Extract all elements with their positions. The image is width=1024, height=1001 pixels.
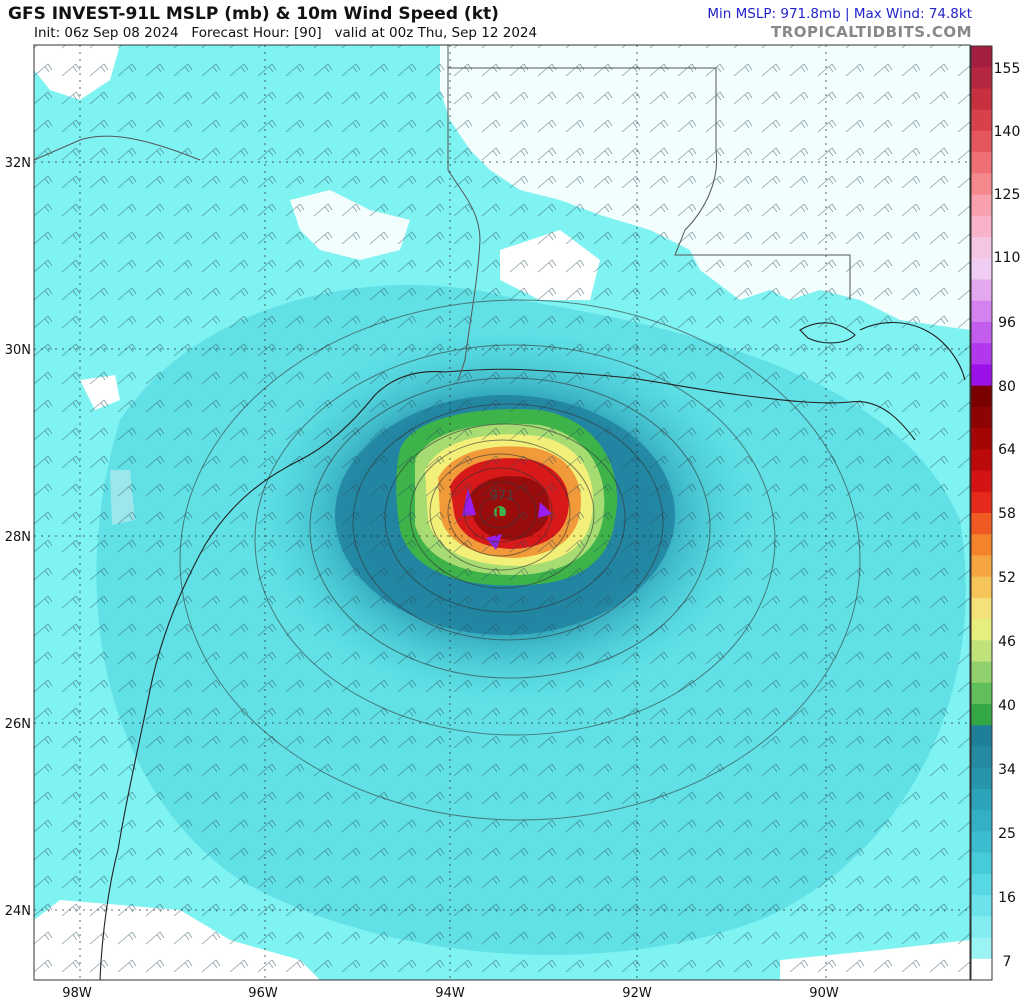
init-time: Init: 06z Sep 08 2024	[34, 25, 179, 41]
graticule	[34, 45, 970, 980]
colorbar-segment	[971, 364, 992, 387]
lon-tick: 90W	[809, 986, 839, 1001]
colorbar-segment	[971, 258, 992, 280]
colorbar-segment	[971, 958, 992, 981]
lat-tick: 30N	[5, 343, 31, 358]
colorbar-segment	[971, 746, 992, 769]
brand-watermark: TROPICALTIDBITS.COM	[771, 23, 972, 41]
low-pressure-symbol: L	[496, 506, 505, 522]
colorbar-segment	[971, 534, 992, 556]
state-borders	[34, 45, 851, 381]
colorbar-segment	[971, 406, 992, 429]
map-field: 971 L	[34, 45, 970, 980]
colorbar-segment	[971, 215, 992, 238]
lat-tick: 28N	[5, 530, 31, 545]
colorbar-segment	[971, 449, 992, 472]
colorbar-segment	[971, 321, 992, 344]
lon-tick: 94W	[435, 986, 465, 1001]
colorbar-segment	[971, 343, 992, 365]
wind-barbs	[34, 45, 970, 980]
lat-tick: 24N	[5, 904, 31, 919]
colorbar-segment	[971, 661, 992, 684]
colorbar-segment	[971, 555, 992, 578]
colorbar-segment	[971, 194, 992, 217]
colorbar-label: 34	[998, 762, 1016, 778]
colorbar-segment	[971, 619, 992, 641]
isobars	[179, 299, 861, 821]
colorbar-segment	[971, 725, 992, 747]
colorbar-label: 125	[994, 187, 1021, 203]
colorbar-segment	[971, 937, 992, 960]
lon-tick: 98W	[62, 986, 92, 1001]
colorbar-segment	[971, 895, 992, 917]
colorbar-label: 140	[994, 124, 1021, 140]
colorbar-label: 7	[1003, 954, 1012, 970]
colorbar-label: 64	[998, 442, 1016, 458]
storm-stats: Min MSLP: 971.8mb | Max Wind: 74.8kt	[707, 6, 972, 22]
lon-tick: 96W	[248, 986, 278, 1001]
colorbar-segment	[971, 597, 992, 620]
forecast-hour: Forecast Hour: [90]	[191, 25, 322, 41]
colorbar-label: 25	[998, 826, 1016, 842]
map-subtitle: Init: 06z Sep 08 2024 Forecast Hour: [90…	[34, 25, 537, 41]
colorbar-segment	[971, 385, 992, 408]
colorbar-label: 110	[994, 250, 1021, 266]
colorbar-label: 46	[998, 634, 1016, 650]
colorbar-segment	[971, 810, 992, 832]
center-pressure-label: 971	[490, 489, 515, 504]
colorbar-segment	[971, 640, 992, 663]
colorbar-segment	[971, 852, 992, 875]
map-title: GFS INVEST-91L MSLP (mb) & 10m Wind Spee…	[8, 4, 499, 24]
colorbar-segment	[971, 682, 992, 705]
colorbar-segment	[971, 130, 992, 153]
colorbar-label: 80	[998, 379, 1016, 395]
colorbar-segment	[971, 873, 992, 896]
wind-speed-colorbar: 155 140 125 110 96 80 64 58 52 46 40 34 25 16 7	[970, 45, 1021, 981]
map-frame	[33, 44, 971, 981]
colorbar-label: 52	[998, 570, 1016, 586]
colorbar-segment	[971, 513, 992, 535]
colorbar-segment	[971, 428, 992, 450]
colorbar-segment	[971, 46, 992, 68]
colorbar-label: 58	[998, 506, 1016, 522]
colorbar-segment	[971, 470, 992, 493]
colorbar-segment	[971, 300, 992, 323]
colorbar-label: 16	[998, 890, 1016, 906]
colorbar-segment	[971, 788, 992, 811]
colorbar-label: 96	[998, 315, 1016, 331]
colorbar-segment	[971, 67, 992, 89]
colorbar-segment	[971, 491, 992, 514]
colorbar-frame	[970, 45, 993, 981]
colorbar-segment	[971, 237, 992, 259]
lat-tick: 32N	[5, 156, 31, 171]
colorbar-label: 40	[998, 698, 1016, 714]
lat-tick: 26N	[5, 717, 31, 732]
colorbar-segment	[971, 767, 992, 790]
coastline	[99, 322, 966, 980]
longitude-ticks: 98W 96W 94W 92W 90W	[62, 986, 839, 1001]
lon-tick: 92W	[622, 986, 652, 1001]
colorbar-segment	[971, 279, 992, 302]
colorbar-segment	[971, 831, 992, 854]
colorbar-segment	[971, 576, 992, 599]
colorbar-segment	[971, 704, 992, 726]
colorbar-label: 155	[994, 61, 1021, 77]
colorbar-segment	[971, 152, 992, 174]
colorbar-segment	[971, 109, 992, 132]
latitude-ticks: 32N 30N 28N 26N 24N	[5, 156, 31, 919]
valid-time: valid at 00z Thu, Sep 12 2024	[334, 25, 538, 41]
colorbar-segment	[971, 916, 992, 939]
colorbar-segment	[971, 173, 992, 196]
colorbar-segment	[971, 88, 992, 111]
